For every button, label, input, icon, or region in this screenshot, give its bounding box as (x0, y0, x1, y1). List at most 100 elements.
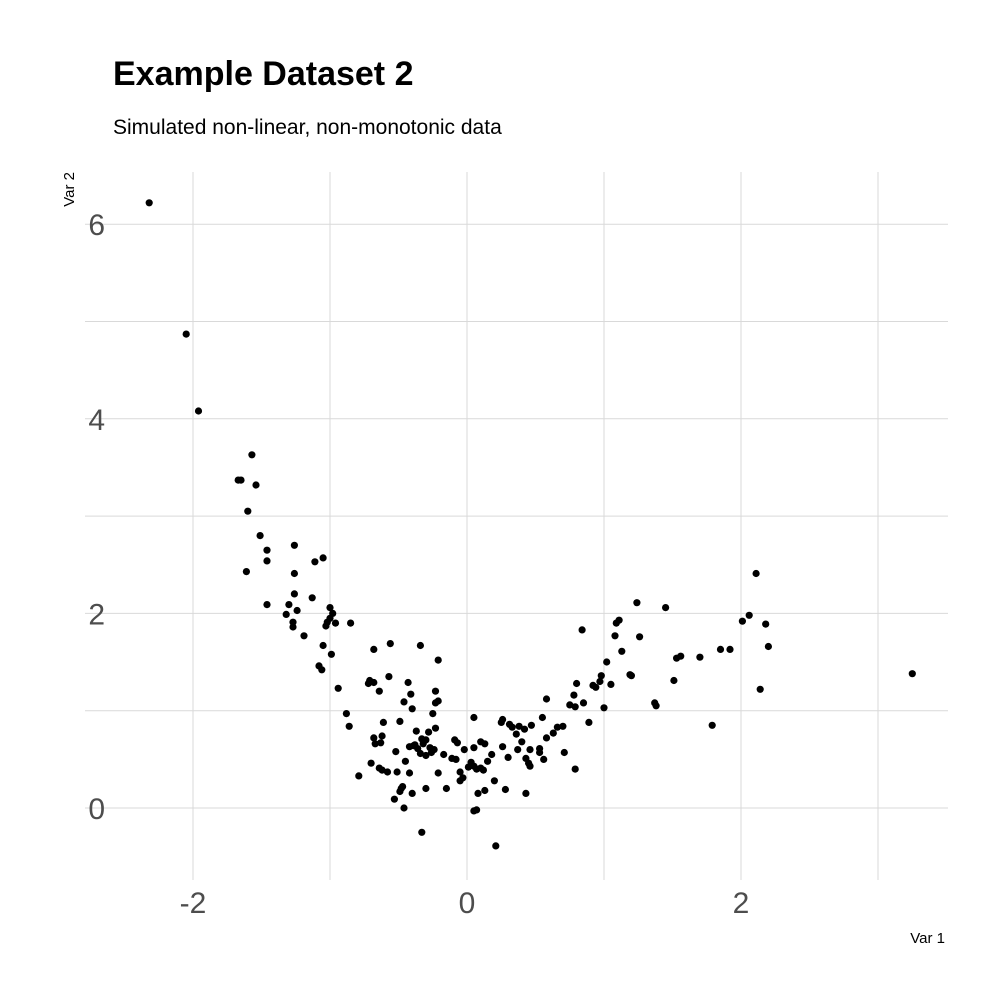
data-point (636, 633, 644, 641)
data-point (470, 744, 478, 752)
data-point (652, 702, 660, 710)
data-point (540, 755, 548, 764)
data-point (662, 604, 670, 612)
data-point (452, 755, 460, 764)
data-point (383, 768, 392, 776)
data-point (670, 676, 678, 685)
data-point (618, 647, 626, 655)
data-point (248, 451, 256, 459)
data-point (434, 769, 442, 777)
data-point (470, 713, 478, 722)
data-point (282, 610, 290, 619)
data-point (319, 554, 327, 562)
data-point (522, 789, 530, 798)
x-axis-title: Var 1 (910, 930, 945, 947)
data-point (518, 738, 526, 746)
data-point (560, 748, 568, 757)
data-point (400, 804, 408, 812)
data-point (145, 199, 153, 207)
data-point (585, 718, 593, 727)
data-point (318, 666, 326, 674)
data-point (633, 599, 641, 607)
data-point (499, 743, 507, 751)
data-point (396, 717, 404, 726)
data-point (404, 678, 412, 687)
data-point (370, 645, 378, 654)
data-point (386, 640, 394, 648)
data-point (371, 740, 379, 748)
data-point (453, 739, 461, 747)
data-point (536, 745, 544, 753)
data-point (364, 679, 372, 688)
data-point (520, 725, 529, 733)
data-point (501, 785, 509, 794)
data-points (145, 199, 916, 850)
data-point (405, 769, 414, 777)
data-point (427, 748, 435, 757)
data-point (327, 650, 335, 658)
data-point (293, 606, 301, 615)
data-point (182, 330, 190, 338)
data-point (559, 722, 567, 730)
y-tick-label: 4 (88, 404, 105, 437)
data-point (237, 476, 245, 484)
chart-title: Example Dataset 2 (113, 55, 414, 93)
data-point (573, 679, 581, 688)
data-point (194, 407, 203, 415)
data-point (355, 772, 363, 780)
data-point (375, 687, 383, 695)
data-point (603, 658, 611, 666)
data-point (762, 620, 770, 628)
data-point (405, 743, 414, 751)
data-point (425, 728, 433, 736)
data-point (408, 789, 416, 798)
data-point (347, 619, 355, 627)
data-point (392, 748, 400, 756)
y-tick-label: 0 (88, 793, 105, 826)
data-point (570, 691, 578, 699)
data-point (390, 795, 398, 803)
data-point (596, 677, 604, 686)
data-point (290, 590, 298, 598)
data-point (908, 670, 916, 678)
data-point (527, 721, 536, 729)
data-point (422, 784, 430, 793)
data-point (422, 751, 430, 760)
data-point (396, 787, 404, 796)
data-point (526, 746, 534, 754)
data-point (579, 699, 588, 707)
data-point (499, 715, 507, 724)
data-point (431, 724, 440, 732)
data-point (456, 768, 464, 776)
data-point (416, 749, 424, 758)
data-point (549, 729, 557, 737)
data-point (611, 632, 619, 640)
data-point (285, 601, 293, 609)
data-point (607, 680, 615, 689)
data-point (431, 687, 440, 695)
data-point (412, 727, 420, 735)
data-point (300, 632, 308, 640)
data-point (756, 685, 764, 693)
data-point (244, 507, 252, 515)
x-tick-label: 2 (733, 887, 750, 920)
data-point (442, 784, 450, 793)
data-point (419, 740, 427, 748)
data-point (512, 730, 520, 738)
data-point (553, 723, 562, 731)
data-point (319, 641, 327, 650)
data-point (263, 546, 271, 554)
data-point (460, 746, 468, 754)
data-point (615, 616, 623, 624)
data-point (456, 777, 464, 785)
data-point (408, 705, 416, 713)
data-point (508, 723, 516, 731)
data-point (378, 766, 386, 774)
data-point (515, 722, 523, 730)
data-point (377, 739, 385, 747)
data-point (263, 557, 271, 565)
data-point (492, 842, 500, 850)
data-point (334, 684, 342, 692)
data-point (470, 807, 478, 815)
